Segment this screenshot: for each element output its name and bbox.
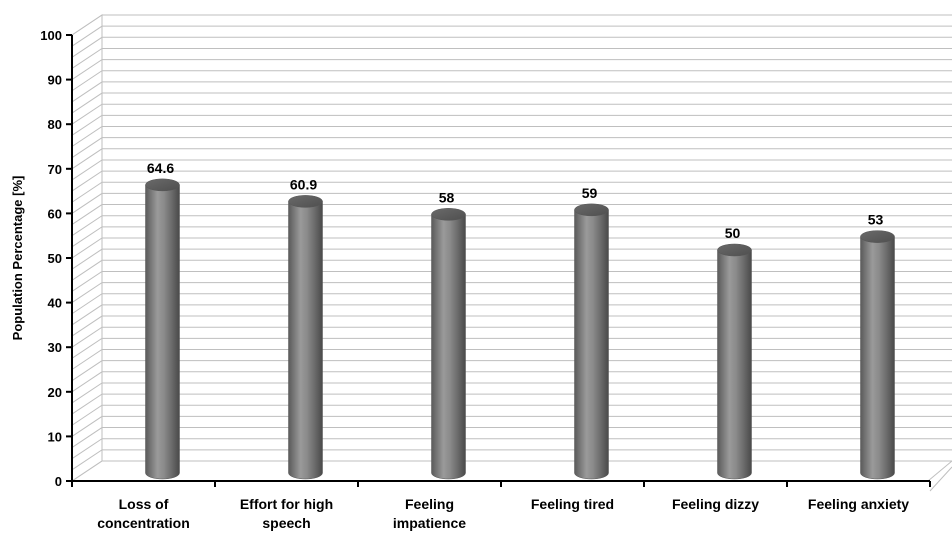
floor-corner-edge bbox=[929, 466, 952, 492]
gridline bbox=[71, 415, 952, 437]
gridline bbox=[71, 349, 952, 370]
floor-right-edge bbox=[927, 460, 952, 482]
gridline bbox=[71, 159, 952, 181]
gridline bbox=[71, 404, 952, 426]
gridline bbox=[71, 81, 952, 103]
y-tick-label: 0 bbox=[55, 474, 62, 489]
gridline bbox=[71, 226, 952, 248]
gridline bbox=[71, 215, 952, 237]
y-tick-label: 70 bbox=[48, 162, 62, 177]
bar-body bbox=[574, 209, 609, 480]
y-tick-label: 20 bbox=[48, 385, 62, 400]
gridline bbox=[71, 293, 952, 315]
y-tick-label: 50 bbox=[48, 251, 62, 266]
y-tick-label: 100 bbox=[40, 28, 62, 43]
gridline bbox=[71, 449, 952, 471]
gridline bbox=[71, 181, 952, 203]
data-label: 58 bbox=[439, 189, 455, 205]
bar bbox=[860, 230, 895, 480]
gridline bbox=[71, 259, 952, 281]
x-category-label: Feeling dizzy bbox=[672, 496, 759, 512]
bar bbox=[288, 195, 323, 480]
gridline bbox=[71, 137, 952, 159]
axes bbox=[71, 35, 931, 487]
chart-walls bbox=[71, 14, 952, 492]
y-tick-labels: 0 10 20 30 40 50 60 70 80 90 100 bbox=[40, 28, 72, 489]
bar-body bbox=[431, 214, 466, 480]
y-tick-label: 90 bbox=[48, 73, 62, 88]
bars bbox=[145, 178, 895, 480]
data-label: 64.6 bbox=[147, 160, 174, 176]
gridline bbox=[71, 326, 952, 348]
bar bbox=[431, 208, 466, 480]
gridline bbox=[71, 248, 952, 270]
gridlines bbox=[71, 14, 952, 482]
gridline bbox=[71, 204, 952, 225]
y-axis-title: Population Percentage [%] bbox=[10, 176, 25, 341]
bar-cap bbox=[145, 178, 180, 192]
bar-cap bbox=[431, 208, 466, 221]
gridline bbox=[71, 382, 952, 404]
bar-cap bbox=[288, 195, 323, 208]
data-labels: 64.6 60.9 58 59 50 53 bbox=[147, 160, 884, 241]
bar-body bbox=[145, 184, 180, 480]
gridline bbox=[71, 47, 952, 69]
gridline bbox=[71, 14, 952, 36]
bar-cap bbox=[860, 230, 895, 243]
bar bbox=[145, 178, 180, 480]
y-tick-label: 10 bbox=[48, 429, 62, 444]
x-category-label: Feeling anxiety bbox=[808, 496, 909, 512]
gridline bbox=[71, 360, 952, 382]
x-category-label: Feeling tired bbox=[531, 496, 614, 512]
data-label: 53 bbox=[868, 212, 884, 228]
gridline bbox=[71, 270, 952, 292]
gridline bbox=[71, 126, 952, 147]
data-label: 59 bbox=[582, 185, 598, 201]
gridline bbox=[71, 103, 952, 125]
x-category-labels: Loss of concentration Effort for high speec… bbox=[97, 496, 909, 531]
x-category-label: Feeling impatience bbox=[393, 496, 466, 531]
y-tick-label: 40 bbox=[48, 296, 62, 311]
gridline bbox=[71, 304, 952, 326]
gridline bbox=[71, 315, 952, 337]
bar-body bbox=[288, 201, 323, 480]
bar bbox=[574, 203, 609, 480]
y-tick-label: 60 bbox=[48, 206, 62, 221]
bar-cap bbox=[717, 243, 752, 257]
gridline bbox=[71, 92, 952, 114]
data-label: 60.9 bbox=[290, 176, 317, 192]
gridline bbox=[71, 438, 952, 460]
bar-body bbox=[860, 236, 895, 480]
gridline bbox=[71, 148, 952, 170]
gridline bbox=[71, 337, 952, 359]
gridline bbox=[71, 25, 952, 47]
gridline bbox=[71, 393, 952, 415]
bar-cap bbox=[574, 203, 609, 217]
x-category-label: Loss of concentration bbox=[97, 496, 190, 531]
gridline bbox=[71, 460, 952, 482]
x-category-label: Effort for high speech bbox=[240, 496, 333, 531]
gridline bbox=[71, 59, 952, 81]
data-label: 50 bbox=[725, 225, 741, 241]
gridline bbox=[71, 36, 952, 58]
y-tick-label: 80 bbox=[48, 117, 62, 132]
bar bbox=[717, 243, 752, 480]
gridline bbox=[71, 427, 952, 448]
gridline bbox=[71, 114, 952, 136]
gridline bbox=[71, 282, 952, 304]
gridline bbox=[71, 237, 952, 259]
y-tick-label: 30 bbox=[48, 340, 62, 355]
gridline bbox=[71, 371, 952, 393]
gridline bbox=[71, 170, 952, 192]
gridline bbox=[71, 70, 952, 92]
bar-body bbox=[717, 249, 752, 480]
gridline bbox=[71, 192, 952, 214]
